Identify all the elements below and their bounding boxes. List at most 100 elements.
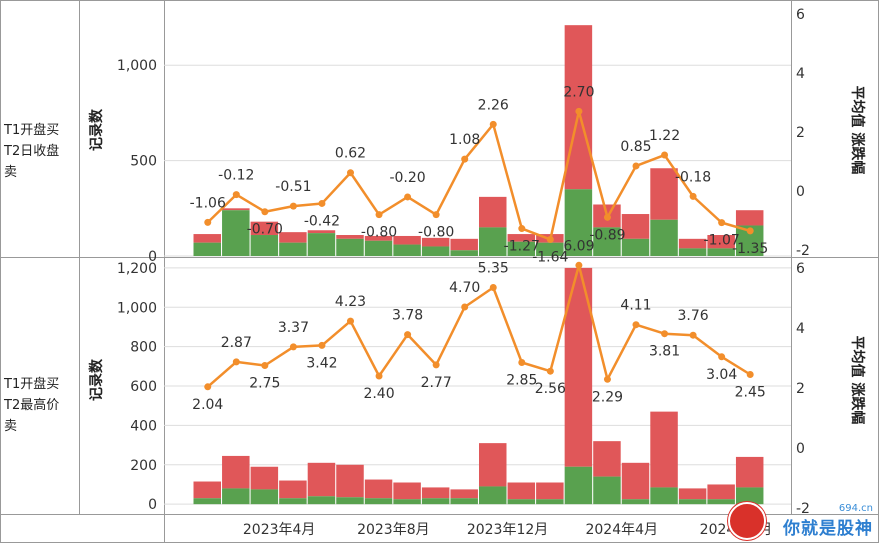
average-point bbox=[318, 341, 326, 349]
average-label: 2.75 bbox=[249, 376, 280, 392]
y-left-tick-label: 500 bbox=[130, 154, 157, 170]
average-point bbox=[232, 358, 240, 366]
average-label: -0.89 bbox=[589, 227, 625, 243]
bar-red-segment bbox=[650, 168, 678, 220]
bar-green-segment bbox=[421, 498, 450, 505]
average-label: 2.85 bbox=[506, 373, 537, 389]
y-right-tick-label: 0 bbox=[796, 441, 805, 457]
average-point bbox=[318, 199, 326, 207]
bar-red-segment bbox=[450, 489, 478, 499]
average-label: 0.62 bbox=[335, 146, 366, 162]
bar-green-segment bbox=[250, 489, 279, 505]
average-label: -0.80 bbox=[361, 225, 397, 241]
average-label: 6.09 bbox=[563, 238, 594, 254]
bar-green-segment bbox=[193, 242, 221, 256]
average-label: -1.06 bbox=[190, 195, 226, 211]
average-point bbox=[289, 343, 297, 351]
average-label: 0.85 bbox=[620, 139, 651, 155]
watermark-text: 你就是股神 bbox=[783, 519, 873, 539]
average-label: 1.22 bbox=[649, 128, 680, 144]
bar-red-segment bbox=[279, 232, 307, 243]
average-point bbox=[603, 213, 611, 221]
average-point bbox=[461, 303, 469, 311]
average-point bbox=[261, 208, 269, 216]
bar-green-segment bbox=[564, 466, 593, 505]
average-label: 3.81 bbox=[649, 344, 680, 360]
bar-red-segment bbox=[707, 235, 735, 249]
average-point bbox=[375, 372, 383, 380]
bar-green-segment bbox=[364, 498, 393, 505]
average-label: 4.70 bbox=[449, 280, 480, 296]
x-tick-label: 2023年8月 bbox=[357, 522, 430, 538]
bar-green-segment bbox=[507, 499, 536, 505]
bar-red-segment bbox=[307, 462, 336, 497]
row-label-close: T1开盘买 T2日收盘 卖 bbox=[4, 123, 60, 180]
bar-red-segment bbox=[707, 484, 735, 500]
bar-green-segment bbox=[222, 210, 250, 256]
y-left-tick-label: 1,200 bbox=[117, 261, 157, 277]
bar-red-segment bbox=[307, 230, 336, 234]
y-right-axis-title: 平均值 涨跌幅 bbox=[849, 336, 866, 425]
y-left-tick-label: 800 bbox=[130, 340, 157, 356]
average-point bbox=[518, 225, 526, 233]
bar-green-segment bbox=[193, 498, 221, 505]
x-tick-label: 2023年12月 bbox=[467, 522, 548, 538]
bar-red-segment bbox=[393, 235, 421, 245]
bar-red-segment bbox=[250, 221, 279, 236]
y-left-tick-label: 0 bbox=[148, 497, 157, 513]
bar-red-segment bbox=[250, 466, 279, 490]
row-label-high: T1开盘买 T2最高价 卖 bbox=[4, 377, 60, 434]
x-tick-label: 2024年4月 bbox=[585, 522, 658, 538]
bar-red-segment bbox=[421, 487, 450, 499]
bar-green-segment bbox=[279, 498, 307, 505]
bar-red-segment bbox=[593, 441, 621, 477]
bar-red-segment bbox=[650, 411, 678, 488]
average-point bbox=[489, 120, 497, 128]
bar-green-segment bbox=[450, 250, 478, 256]
bar-green-segment bbox=[678, 499, 707, 505]
average-line bbox=[206, 110, 751, 241]
bar-green-segment bbox=[564, 189, 593, 256]
average-label: 2.40 bbox=[363, 386, 394, 402]
bar-green-segment bbox=[250, 235, 279, 256]
bar-red-segment bbox=[678, 238, 707, 249]
bar-red-segment bbox=[364, 235, 393, 241]
average-point bbox=[432, 211, 440, 219]
y-left-axis-title: 记录数 bbox=[88, 108, 105, 151]
average-point bbox=[718, 219, 726, 227]
bar-red-segment bbox=[222, 208, 250, 211]
bar-green-segment bbox=[707, 248, 735, 256]
average-label: 1.08 bbox=[449, 132, 480, 148]
bar-red-segment bbox=[735, 456, 764, 488]
bar-red-segment bbox=[393, 482, 421, 500]
bar-red-segment bbox=[364, 479, 393, 499]
average-label: 2.56 bbox=[535, 381, 566, 397]
bar-green-segment bbox=[593, 227, 621, 256]
bar-green-segment bbox=[393, 499, 421, 505]
bar-red-segment bbox=[450, 238, 478, 251]
average-point bbox=[546, 235, 554, 243]
bar-green-segment bbox=[479, 227, 507, 256]
bar-green-segment bbox=[593, 476, 621, 505]
average-point bbox=[603, 375, 611, 383]
bar-red-segment bbox=[479, 196, 507, 228]
y-left-axis-title: 记录数 bbox=[88, 358, 105, 401]
bar-green-segment bbox=[479, 486, 507, 505]
average-point bbox=[347, 317, 354, 325]
bar-green-segment bbox=[393, 244, 421, 256]
average-label: -0.80 bbox=[418, 225, 454, 241]
watermark: 694.cn 你就是股神 bbox=[783, 503, 873, 539]
bar-red-segment bbox=[279, 480, 307, 499]
y-right-tick-label: 2 bbox=[796, 125, 805, 141]
average-label: 3.37 bbox=[278, 320, 309, 336]
watermark-domain: 694.cn bbox=[838, 503, 873, 514]
bar-red-segment bbox=[735, 210, 764, 226]
bar-red-segment bbox=[678, 488, 707, 500]
average-label: -0.18 bbox=[675, 169, 711, 185]
average-point bbox=[632, 321, 640, 329]
bar-red-segment bbox=[421, 237, 450, 247]
average-point bbox=[204, 383, 212, 391]
bar-red-segment bbox=[336, 464, 364, 498]
bar-red-segment bbox=[507, 234, 536, 242]
average-label: 4.11 bbox=[620, 298, 651, 314]
